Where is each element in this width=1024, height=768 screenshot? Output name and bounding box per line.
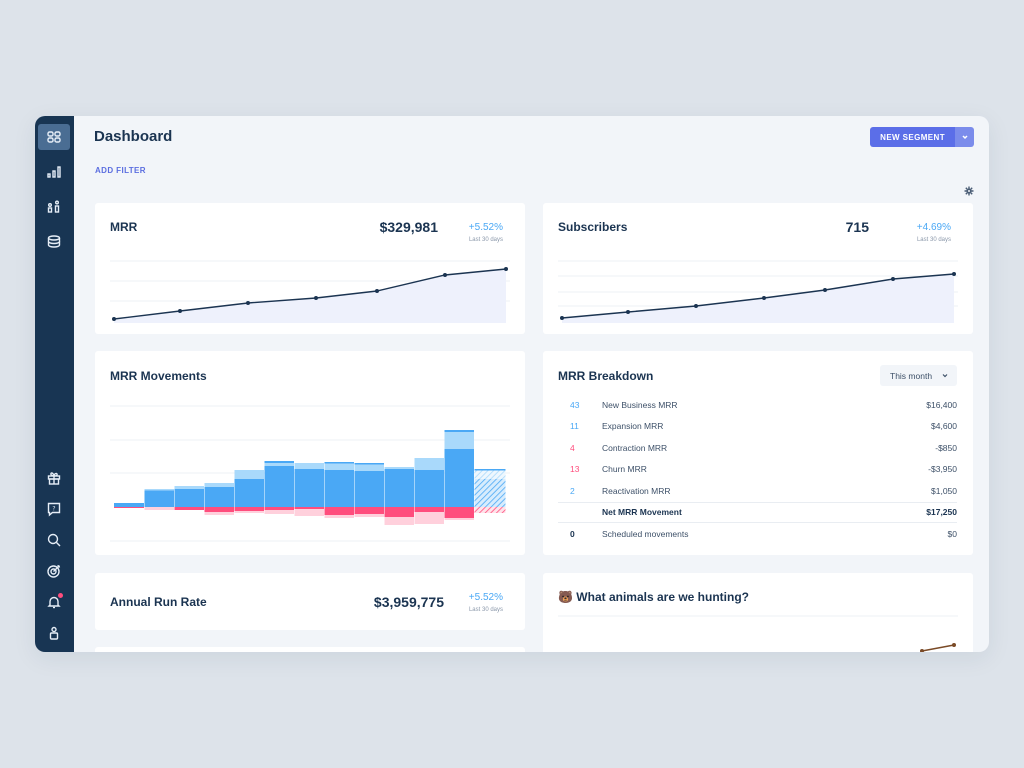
row-amount: -$850 (935, 442, 957, 453)
table-row[interactable]: 4 Contraction MRR -$850 (558, 437, 957, 459)
blocks-icon (47, 200, 60, 213)
arr-value: $3,959,775 (373, 594, 444, 610)
next-card-partial (95, 647, 525, 652)
table-row[interactable]: 43 New Business MRR $16,400 (558, 394, 957, 416)
subscribers-period: Last 30 days (916, 237, 951, 243)
sidebar-item-goals[interactable] (38, 558, 70, 584)
database-icon (47, 235, 61, 248)
target-icon (47, 564, 61, 578)
gear-icon[interactable] (964, 186, 974, 196)
bell-icon (47, 596, 61, 609)
chevron-down-icon (961, 135, 968, 140)
period-select-value: This month (890, 370, 933, 381)
new-segment-button-group: NEW SEGMENT (870, 127, 974, 147)
period-select[interactable]: This month (880, 365, 957, 386)
card-title: MRR Breakdown (558, 369, 654, 383)
row-amount: $16,400 (926, 399, 957, 410)
table-row[interactable]: 11 Expansion MRR $4,600 (558, 416, 957, 438)
sidebar-item-reports[interactable] (38, 159, 70, 185)
grid-icon (47, 131, 61, 143)
row-count: 4 (570, 442, 575, 453)
row-amount: -$3,950 (928, 464, 957, 475)
card-title: MRR Movements (110, 369, 207, 383)
row-label: Expansion MRR (602, 421, 664, 432)
row-count: 13 (570, 464, 580, 475)
row-label: Contraction MRR (602, 442, 668, 453)
svg-text:?: ? (52, 506, 55, 513)
row-amount: $0 (947, 528, 957, 539)
card-title: MRR (110, 220, 138, 234)
gift-icon (47, 472, 61, 485)
bear-icon: 🐻 (558, 590, 573, 604)
row-label: Net MRR Movement (602, 507, 682, 518)
row-amount: $4,600 (931, 421, 957, 432)
sidebar-item-data[interactable] (38, 229, 70, 255)
mrr-movements-bar-chart (110, 405, 510, 542)
mrr-period: Last 30 days (468, 237, 503, 243)
arr-delta: +5.52% (468, 592, 503, 603)
main-content: Dashboard ADD FILTER NEW SEGMENT MRR $32… (74, 116, 989, 652)
row-label: New Business MRR (602, 399, 678, 410)
card-title-text: What animals are we hunting? (576, 590, 749, 604)
animals-card[interactable]: 🐻 What animals are we hunting? (543, 573, 973, 652)
new-segment-button[interactable]: NEW SEGMENT (870, 127, 955, 147)
subscribers-delta: +4.69% (916, 222, 951, 233)
sidebar-item-segments[interactable] (38, 194, 70, 220)
new-segment-dropdown[interactable] (955, 127, 974, 147)
row-label: Churn MRR (602, 464, 647, 475)
chevron-down-icon (942, 374, 948, 378)
mrr-breakdown-card: MRR Breakdown This month 43 New Business… (543, 351, 973, 555)
breakdown-table: 43 New Business MRR $16,400 11 Expansion… (558, 394, 957, 545)
search-icon (47, 533, 61, 547)
card-title: 🐻 What animals are we hunting? (558, 590, 749, 604)
row-amount: $17,250 (926, 507, 957, 518)
sidebar-item-help[interactable]: ? (38, 496, 70, 522)
mrr-line-chart (110, 260, 510, 323)
subscribers-card[interactable]: Subscribers 715 +4.69% Last 30 days (543, 203, 973, 334)
sidebar-item-profile[interactable] (38, 620, 70, 646)
sidebar-item-search[interactable] (38, 527, 70, 553)
scheduled-row[interactable]: 0 Scheduled movements $0 (558, 523, 957, 545)
net-movement-row: Net MRR Movement $17,250 (558, 501, 957, 523)
mrr-delta: +5.52% (468, 222, 503, 233)
mrr-card[interactable]: MRR $329,981 +5.52% Last 30 days (95, 203, 525, 334)
help-box-icon: ? (47, 502, 61, 517)
arr-period: Last 30 days (468, 607, 503, 613)
table-row[interactable]: 13 Churn MRR -$3,950 (558, 459, 957, 481)
page-title: Dashboard (94, 128, 173, 145)
sidebar-item-notifications[interactable] (38, 589, 70, 615)
card-title: Subscribers (558, 220, 628, 234)
bar-signal-icon (47, 166, 61, 178)
arr-card[interactable]: Annual Run Rate $3,959,775 +5.52% Last 3… (95, 573, 525, 630)
row-count: 11 (570, 421, 579, 432)
sidebar-item-dashboard[interactable] (38, 124, 70, 150)
table-row[interactable]: 2 Reactivation MRR $1,050 (558, 480, 957, 502)
row-count: 43 (570, 399, 580, 410)
row-label: Scheduled movements (602, 528, 689, 539)
subscribers-line-chart (558, 260, 958, 323)
row-amount: $1,050 (931, 485, 957, 496)
mrr-movements-card[interactable]: MRR Movements (95, 351, 525, 555)
subscribers-value: 715 (845, 219, 869, 235)
row-label: Reactivation MRR (602, 485, 671, 496)
sidebar: ? (35, 116, 74, 652)
row-count: 0 (570, 528, 575, 539)
card-title: Annual Run Rate (110, 595, 207, 609)
sidebar-item-whats-new[interactable] (38, 465, 70, 491)
app-window: ? Dashboard ADD FILTER NEW SEGMENT MRR (35, 116, 989, 652)
animals-line-chart (558, 615, 958, 652)
mrr-value: $329,981 (379, 219, 438, 235)
notification-badge (58, 593, 63, 598)
user-icon (49, 626, 59, 640)
add-filter-link[interactable]: ADD FILTER (95, 166, 146, 175)
row-count: 2 (570, 485, 575, 496)
